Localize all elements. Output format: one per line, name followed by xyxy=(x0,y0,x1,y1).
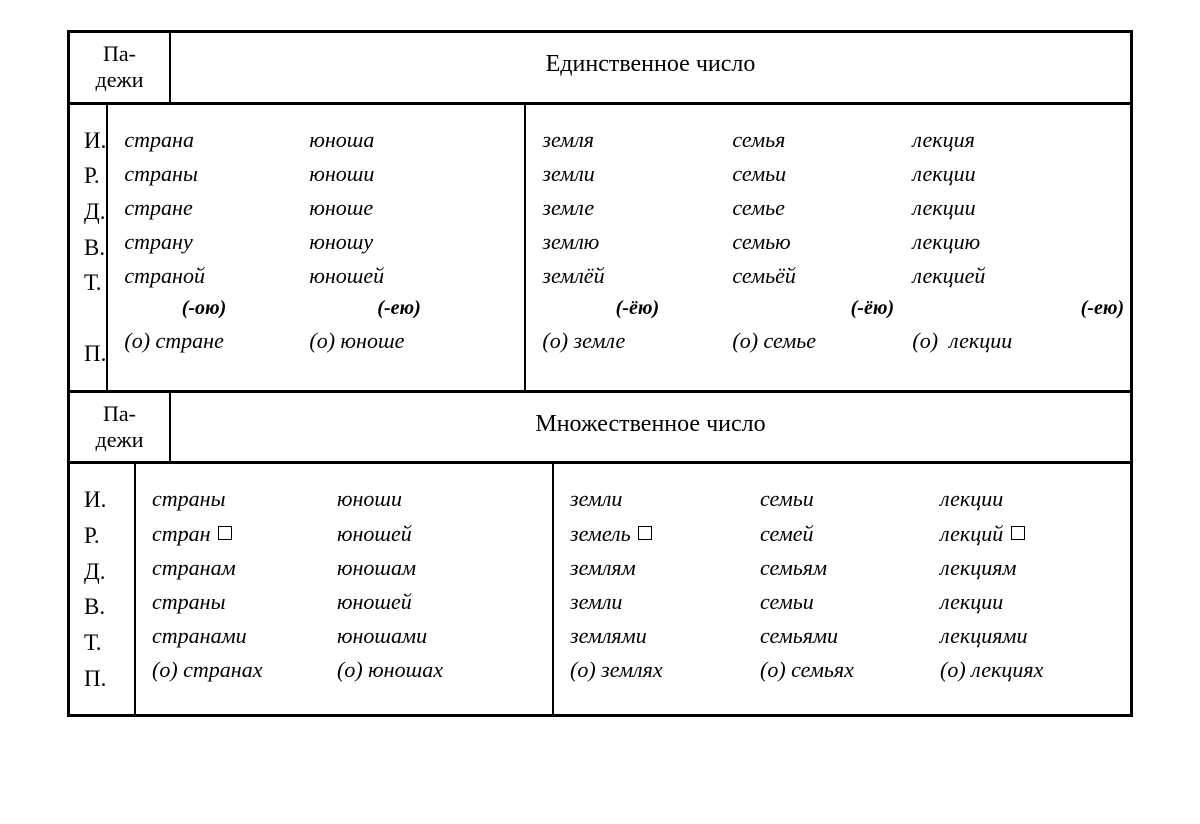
prepositional-row: (о) странах (о) юношах xyxy=(152,653,542,687)
cases-label-line1: Па- xyxy=(103,401,136,426)
cases-label-line2: дежи xyxy=(96,427,144,452)
plural-words: страныюноши стран юношей странамюношам с… xyxy=(136,464,1130,714)
table-row: землёйсемьёйлекцией xyxy=(542,259,1200,293)
table-row: стран юношей xyxy=(152,517,542,551)
plural-cases-column: И. Р. Д. В. Т. П. xyxy=(70,464,136,714)
table-row: страныюноши xyxy=(152,482,542,516)
singular-body: И. Р. Д. В. Т. П. странаюноша страныюнош… xyxy=(70,105,1130,393)
zero-ending-box xyxy=(1011,526,1025,540)
table-row: землисемьилекции xyxy=(570,585,1120,619)
case-acc: В. xyxy=(84,230,106,266)
case-nom: И. xyxy=(84,482,134,518)
plural-left-group: страныюноши стран юношей странамюношам с… xyxy=(136,464,554,714)
prepositional-row: (о) стране (о) юноше xyxy=(124,324,514,358)
table-row: землесемьелекции xyxy=(542,191,1200,225)
table-row: землямсемьямлекциям xyxy=(570,551,1120,585)
table-row: землясемьялекция xyxy=(542,123,1200,157)
prepositional-row: (о) землях (о) семьях (о) лекциях xyxy=(570,653,1120,687)
cases-header-label: Па- дежи xyxy=(70,33,171,102)
table-row: страныюноши xyxy=(124,157,514,191)
singular-cases-column: И. Р. Д. В. Т. П. xyxy=(70,105,108,390)
singular-title: Единственное число xyxy=(171,33,1130,102)
zero-ending-box xyxy=(638,526,652,540)
table-row: землисемьилекции xyxy=(570,482,1120,516)
singular-header-row: Па- дежи Единственное число xyxy=(70,33,1130,105)
case-pre: П. xyxy=(84,336,106,372)
table-row: страныюношей xyxy=(152,585,542,619)
singular-left-group: странаюноша страныюноши странеюноше стра… xyxy=(108,105,526,390)
table-row: странамюношам xyxy=(152,551,542,585)
case-gen: Р. xyxy=(84,158,106,194)
case-ins: Т. xyxy=(84,265,106,301)
suffix-row: (-ёю)(-ёю)(-ею) xyxy=(542,293,1200,324)
case-dat: Д. xyxy=(84,554,134,590)
table-row: странойюношей xyxy=(124,259,514,293)
table-row: землисемьилекции xyxy=(542,157,1200,191)
case-dat: Д. xyxy=(84,194,106,230)
plural-header-row: Па- дежи Множественное число xyxy=(70,393,1130,465)
cases-label-line2: дежи xyxy=(96,67,144,92)
declension-table: Па- дежи Единственное число И. Р. Д. В. … xyxy=(67,30,1133,717)
plural-body: И. Р. Д. В. Т. П. страныюноши стран юнош… xyxy=(70,464,1130,714)
table-row: землямисемьямилекциями xyxy=(570,619,1120,653)
case-nom: И. xyxy=(84,123,106,159)
zero-ending-box xyxy=(218,526,232,540)
suffix-row: (-ою)(-ею) xyxy=(124,293,514,324)
prepositional-row: (о) земле (о) семье (о) лекции xyxy=(542,324,1200,358)
singular-right-group: землясемьялекция землисемьилекции землес… xyxy=(526,105,1200,390)
cases-header-label: Па- дежи xyxy=(70,393,171,462)
case-gen: Р. xyxy=(84,518,134,554)
table-row: странуюношу xyxy=(124,225,514,259)
table-row: землюсемьюлекцию xyxy=(542,225,1200,259)
table-row: земель семейлекций xyxy=(570,517,1120,551)
table-row: странаюноша xyxy=(124,123,514,157)
case-pre: П. xyxy=(84,661,134,697)
table-row: странамиюношами xyxy=(152,619,542,653)
cases-label-line1: Па- xyxy=(103,41,136,66)
plural-right-group: землисемьилекции земель семейлекций земл… xyxy=(554,464,1130,714)
table-row: странеюноше xyxy=(124,191,514,225)
singular-words: странаюноша страныюноши странеюноше стра… xyxy=(108,105,1200,390)
plural-title: Множественное число xyxy=(171,393,1130,462)
case-acc: В. xyxy=(84,589,134,625)
case-ins: Т. xyxy=(84,625,134,661)
